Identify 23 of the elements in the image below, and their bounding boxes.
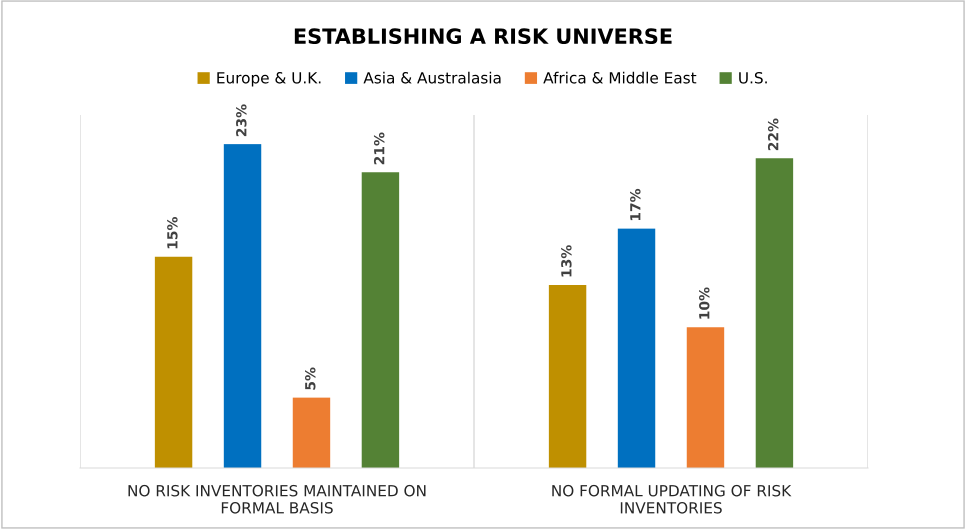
data-label: 10% — [699, 287, 710, 319]
legend-label: Africa & Middle East — [543, 72, 696, 84]
bar — [224, 144, 262, 468]
bar — [154, 256, 192, 468]
bar — [362, 172, 400, 468]
legend-label: Asia & Australasia — [363, 72, 501, 84]
data-label: 13% — [561, 245, 572, 276]
x-tick-label: NO FORMAL UPDATING OF RISK INVENTORIES — [552, 484, 792, 514]
bar — [548, 284, 586, 468]
bar — [292, 398, 330, 468]
chart-title: ESTABLISHING A RISK UNIVERSE — [294, 28, 672, 44]
data-label: 5% — [305, 368, 316, 390]
x-tick-label: NO RISK INVENTORIES MAINTAINED ON FORMAL BASIS — [128, 484, 426, 514]
bar — [618, 228, 656, 468]
data-label: 17% — [630, 188, 641, 220]
bar — [686, 327, 724, 468]
legend-label: Europe & U.K. — [217, 72, 320, 87]
bar — [756, 158, 794, 468]
data-label: 21% — [374, 132, 384, 164]
data-label: 15% — [167, 217, 178, 248]
legend-label: U.S. — [739, 72, 767, 84]
data-label: 22% — [768, 118, 778, 150]
data-label: 23% — [236, 104, 247, 136]
